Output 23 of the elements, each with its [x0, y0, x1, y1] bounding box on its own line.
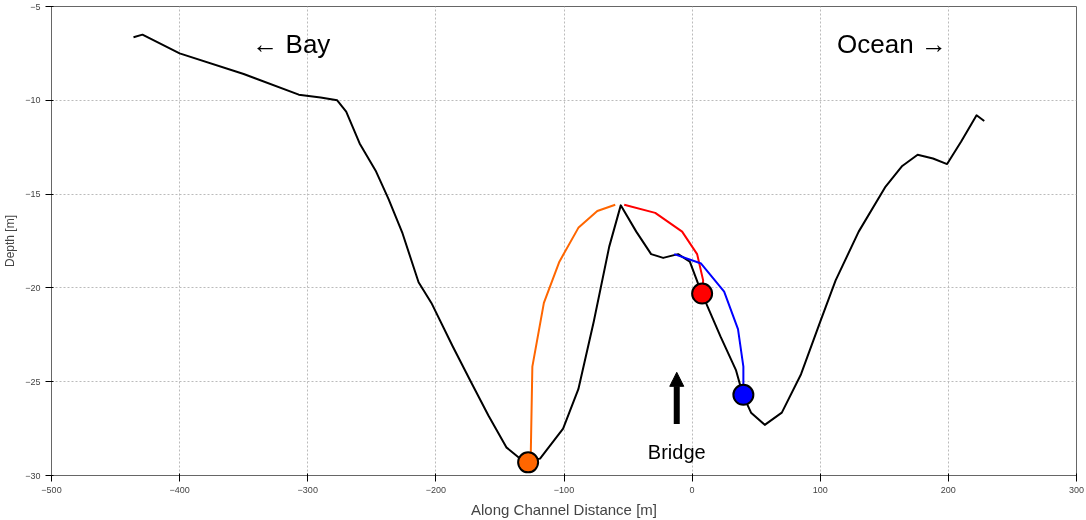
point — [517, 451, 540, 474]
x-tick-label: −400 — [169, 484, 190, 495]
y-tick-label: −5 — [30, 1, 41, 12]
point — [732, 383, 755, 406]
x-tick-label: 200 — [940, 484, 956, 495]
x-tick-label: 300 — [1068, 484, 1085, 495]
x-tick-label: −200 — [425, 484, 447, 495]
annotation: ← Bay — [252, 29, 331, 60]
x-tick-label: −300 — [297, 484, 318, 495]
y-tick-label: −10 — [25, 95, 41, 106]
point — [691, 282, 714, 305]
x-tick-label: −100 — [553, 484, 575, 495]
annotation: Bridge — [647, 441, 706, 464]
y-tick-label: −20 — [25, 282, 41, 293]
x-axis-title: Along Channel Distance [m] — [471, 500, 657, 518]
y-tick-label: −30 — [25, 470, 41, 481]
x-tick-label: 0 — [689, 484, 695, 495]
x-tick-label: 100 — [812, 484, 828, 495]
y-tick-label: −25 — [25, 376, 41, 387]
y-axis-title: Depth [m] — [3, 214, 18, 268]
annotation: Ocean → — [837, 29, 947, 60]
x-tick-label: −500 — [41, 484, 62, 495]
y-tick-label: −15 — [25, 189, 41, 200]
